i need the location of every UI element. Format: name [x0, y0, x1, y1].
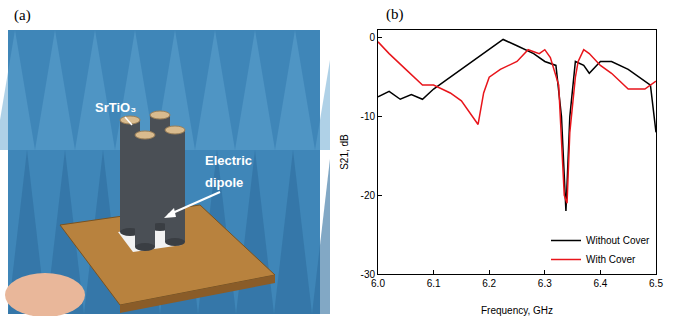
svg-text:6.4: 6.4	[593, 278, 607, 289]
svg-text:6.0: 6.0	[371, 278, 385, 289]
svg-text:-20: -20	[361, 190, 376, 201]
svg-text:6.3: 6.3	[538, 278, 552, 289]
svg-text:With Cover: With Cover	[586, 254, 636, 265]
svg-text:SrTiO₃: SrTiO₃	[95, 100, 136, 115]
svg-text:-10: -10	[361, 111, 376, 122]
svg-text:(b): (b)	[386, 6, 404, 23]
svg-text:6.1: 6.1	[427, 278, 441, 289]
svg-text:0: 0	[369, 32, 375, 43]
svg-text:-30: -30	[361, 269, 376, 280]
svg-text:6.2: 6.2	[482, 278, 496, 289]
svg-text:(a): (a)	[14, 7, 31, 24]
svg-text:Frequency, GHz: Frequency, GHz	[481, 305, 553, 316]
svg-text:S21, dB: S21, dB	[339, 134, 350, 170]
svg-text:6.5: 6.5	[649, 278, 663, 289]
svg-text:Without Cover: Without Cover	[586, 235, 650, 246]
svg-text:Electricdipole: Electricdipole	[205, 153, 252, 190]
